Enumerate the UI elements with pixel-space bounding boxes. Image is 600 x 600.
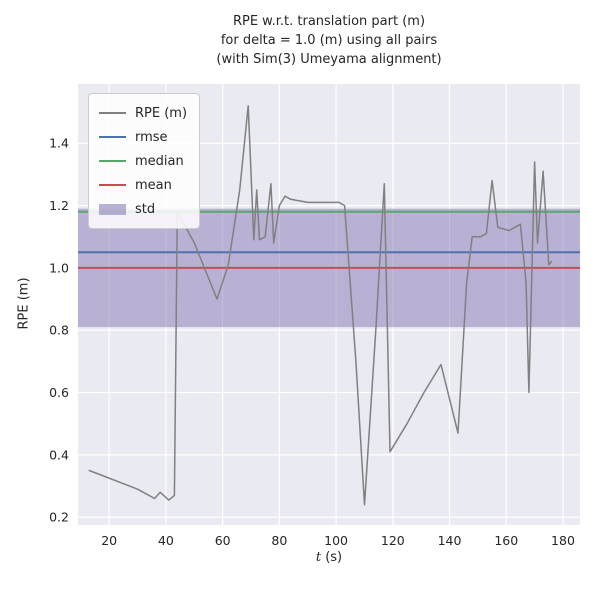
rpe-line-swatch-icon [99, 112, 126, 114]
svg-text:0.2: 0.2 [49, 510, 69, 525]
svg-text:0.4: 0.4 [49, 447, 69, 462]
legend-label-std: std [135, 201, 156, 217]
chart-title-line3: (with Sim(3) Umeyama alignment) [216, 52, 442, 67]
chart-title: RPE w.r.t. translation part (m) for delt… [78, 12, 580, 69]
mean-line-swatch-icon [99, 184, 126, 186]
x-axis-label: t (s) [78, 550, 580, 565]
legend-label-median: median [135, 153, 184, 169]
svg-text:100: 100 [324, 533, 348, 548]
svg-text:80: 80 [271, 533, 287, 548]
legend-label-rpe: RPE (m) [135, 105, 188, 121]
median-line-swatch-icon [99, 160, 126, 162]
rmse-line-swatch-icon [99, 136, 126, 138]
legend-label-rmse: rmse [135, 129, 168, 145]
svg-text:0.6: 0.6 [49, 385, 69, 400]
svg-text:180: 180 [551, 533, 575, 548]
svg-text:160: 160 [494, 533, 518, 548]
svg-text:20: 20 [101, 533, 117, 548]
chart-title-line2: for delta = 1.0 (m) using all pairs [220, 33, 438, 48]
chart-title-line1: RPE w.r.t. translation part (m) [232, 14, 426, 29]
legend-label-mean: mean [135, 177, 172, 193]
legend-item-median: median [99, 149, 187, 173]
legend-item-rpe: RPE (m) [99, 101, 187, 125]
svg-text:120: 120 [381, 533, 405, 548]
x-axis-label-unit: (s) [321, 550, 343, 565]
svg-text:140: 140 [438, 533, 462, 548]
legend: RPE (m) rmse median mean std [88, 93, 201, 229]
svg-text:60: 60 [215, 533, 231, 548]
legend-item-rmse: rmse [99, 125, 187, 149]
svg-text:1.4: 1.4 [49, 136, 69, 151]
x-axis-label-variable: t [315, 550, 322, 565]
svg-text:1.0: 1.0 [49, 260, 69, 275]
legend-item-mean: mean [99, 173, 187, 197]
svg-text:1.2: 1.2 [49, 198, 69, 213]
y-axis-label: RPE (m) [16, 277, 32, 330]
svg-text:0.8: 0.8 [49, 323, 69, 338]
svg-text:40: 40 [158, 533, 174, 548]
std-band-swatch-icon [99, 203, 126, 215]
legend-item-std: std [99, 197, 187, 221]
